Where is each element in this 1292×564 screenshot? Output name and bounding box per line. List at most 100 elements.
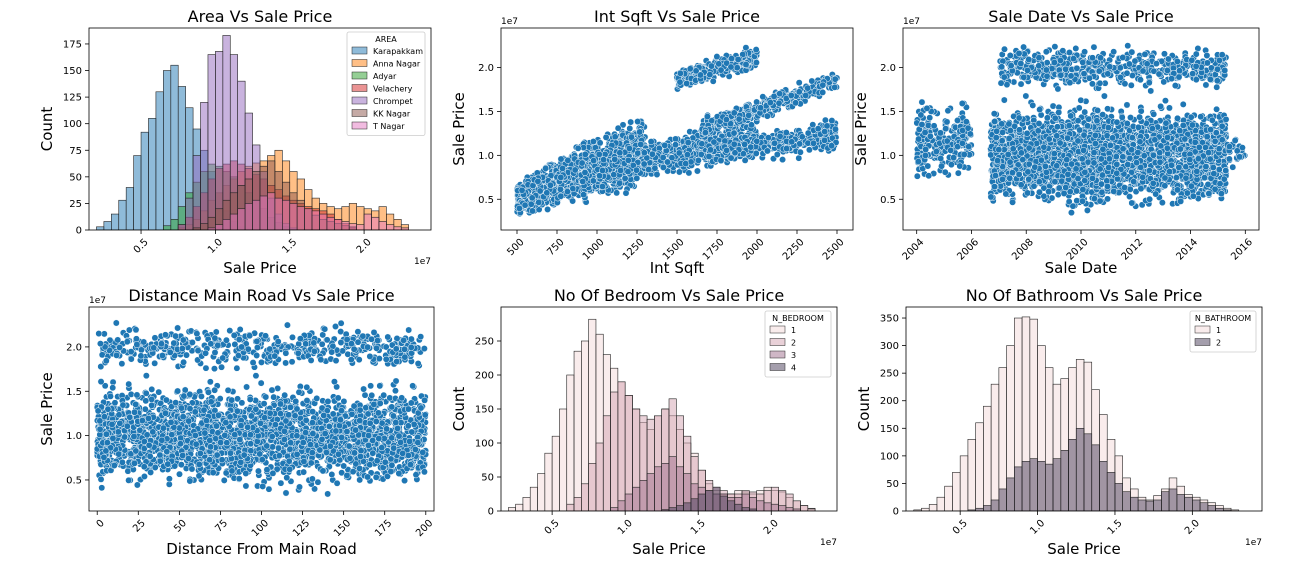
- point: [611, 155, 619, 163]
- bar: [237, 208, 246, 230]
- point: [831, 83, 839, 91]
- point: [819, 88, 827, 96]
- y-tick-label: 100: [63, 119, 82, 130]
- point: [1022, 92, 1030, 100]
- bar: [200, 223, 209, 230]
- bar: [125, 187, 134, 230]
- point: [683, 80, 691, 87]
- point: [930, 122, 938, 130]
- bar: [341, 221, 350, 230]
- y-tick-label: 2.0: [478, 63, 494, 74]
- point: [648, 150, 656, 158]
- point: [589, 138, 597, 145]
- point: [805, 146, 813, 154]
- point: [932, 148, 940, 156]
- point: [634, 149, 642, 157]
- bar: [274, 197, 283, 230]
- bar: [282, 199, 291, 230]
- point: [808, 77, 816, 85]
- point: [672, 135, 679, 143]
- point: [686, 65, 694, 73]
- point: [810, 139, 818, 147]
- point: [627, 118, 635, 126]
- point: [705, 153, 713, 160]
- legend-label: Karapakkam: [373, 47, 423, 56]
- point: [958, 139, 966, 147]
- point: [722, 116, 730, 124]
- point: [795, 154, 803, 162]
- legend-swatch: [351, 84, 368, 92]
- bar: [356, 224, 365, 230]
- bar: [378, 221, 387, 230]
- point: [546, 181, 554, 189]
- bar: [163, 70, 172, 230]
- bar: [222, 219, 231, 230]
- point: [787, 91, 795, 99]
- point: [621, 174, 629, 182]
- point: [923, 104, 931, 112]
- point: [696, 71, 704, 79]
- bar: [289, 203, 298, 230]
- legend-swatch: [351, 59, 368, 67]
- bar: [215, 224, 224, 230]
- point: [542, 164, 550, 172]
- legend-label: KK Nagar: [373, 110, 411, 119]
- bar: [296, 206, 305, 230]
- point: [521, 201, 529, 209]
- point: [915, 135, 923, 143]
- point: [773, 151, 781, 158]
- point: [752, 59, 760, 67]
- bar: [192, 155, 201, 230]
- point: [569, 197, 577, 205]
- bar: [148, 118, 157, 230]
- point: [715, 60, 723, 68]
- point: [599, 167, 606, 174]
- point: [747, 143, 755, 151]
- point: [581, 169, 589, 176]
- bar: [170, 219, 179, 230]
- bar: [200, 102, 209, 230]
- point: [596, 139, 604, 147]
- point: [926, 132, 934, 140]
- bar: [96, 226, 105, 230]
- point: [625, 144, 633, 152]
- point: [727, 63, 735, 71]
- point: [938, 162, 946, 170]
- point: [821, 128, 829, 136]
- point: [947, 161, 955, 169]
- bar: [103, 221, 112, 230]
- legend-swatch: [351, 121, 368, 130]
- legend-swatch: [351, 96, 368, 105]
- y-tick-label: 50: [69, 172, 82, 183]
- point: [779, 156, 786, 164]
- point: [926, 114, 934, 122]
- point: [543, 189, 551, 197]
- point: [796, 148, 804, 156]
- point: [628, 133, 635, 141]
- bar: [163, 225, 172, 230]
- point: [676, 78, 684, 86]
- point: [624, 156, 632, 164]
- point: [776, 132, 784, 140]
- point: [775, 99, 783, 107]
- point: [614, 124, 622, 132]
- bar: [133, 155, 142, 230]
- point: [647, 138, 655, 146]
- point: [742, 61, 750, 68]
- point: [717, 157, 725, 165]
- point: [569, 185, 577, 193]
- point: [819, 81, 827, 89]
- point: [616, 149, 624, 157]
- x-tick-label: 1000: [581, 237, 607, 263]
- point: [798, 133, 806, 141]
- point: [1029, 101, 1037, 109]
- legend-label: Anna Nagar: [373, 60, 421, 69]
- point: [745, 111, 753, 119]
- point: [684, 139, 692, 147]
- point: [624, 168, 632, 176]
- point: [645, 166, 653, 173]
- plot-area: [513, 44, 841, 218]
